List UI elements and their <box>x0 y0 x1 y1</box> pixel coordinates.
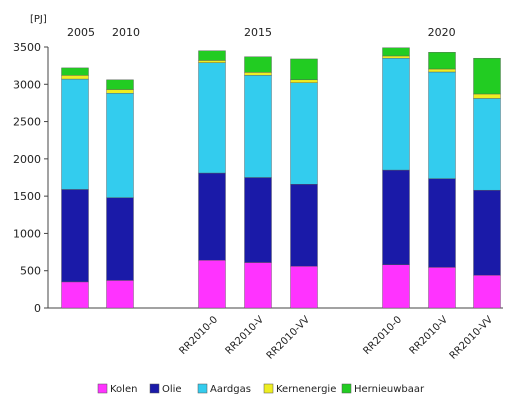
bar-segment-aardgas <box>428 71 456 179</box>
legend-swatch-kernenergie <box>263 383 274 394</box>
y-tick-label: 2500 <box>13 116 41 129</box>
legend-swatch-hernieuwbaar <box>341 383 352 394</box>
bar-segment-olie <box>290 184 318 267</box>
bar-segment-aardgas <box>473 98 501 191</box>
x-category-label: RR2010-VV <box>448 314 496 362</box>
bar-segment-aardgas <box>244 75 272 178</box>
bar-segment-hernieuwbaar <box>290 58 318 81</box>
legend-label-hernieuwbaar: Hernieuwbaar <box>354 384 425 395</box>
bar-segment-hernieuwbaar <box>428 52 456 70</box>
x-category-label: RR2010-V <box>408 314 451 357</box>
bar-segment-kernenergie <box>382 55 410 59</box>
bar-segment-aardgas <box>198 62 226 174</box>
legend-label-aardgas: Aardgas <box>210 384 251 395</box>
bar-segment-aardgas <box>290 82 318 185</box>
bar-segment-aardgas <box>61 78 89 190</box>
year-group-label: 2005 <box>67 26 95 39</box>
legend-label-kernenergie: Kernenergie <box>276 384 336 395</box>
legend-label-kolen: Kolen <box>110 384 137 395</box>
bar-segment-hernieuwbaar <box>244 56 272 73</box>
x-category-label: RR2010-V <box>224 314 267 357</box>
y-tick-label: 1000 <box>13 227 41 240</box>
bar-segment-olie <box>198 172 226 261</box>
y-tick-label: 500 <box>20 265 41 278</box>
y-tick-label: 0 <box>34 302 41 315</box>
y-axis-unit-label: [PJ] <box>30 14 47 25</box>
bar-segment-kolen <box>198 260 226 309</box>
x-category-label: RR2010-VV <box>265 314 313 362</box>
x-category-label: RR2010-0 <box>177 314 220 357</box>
bar-segment-olie <box>473 189 501 276</box>
bar-segment-kernenergie <box>244 72 272 76</box>
axes-layer: 0 500 1000 1500 2000 2500 3000 3500 <box>13 41 503 315</box>
bar-segment-kolen <box>244 262 272 309</box>
bars-layer <box>61 47 501 309</box>
y-tick-label: 3500 <box>13 41 41 54</box>
bar-segment-olie <box>61 189 89 283</box>
bar-segment-kolen <box>473 274 501 309</box>
legend-swatch-aardgas <box>197 383 208 394</box>
legend-label-olie: Olie <box>162 384 182 395</box>
bar-segment-kolen <box>106 280 134 309</box>
bar-segment-hernieuwbaar <box>106 79 134 90</box>
bar-segment-kernenergie <box>428 68 456 73</box>
legend-swatch-olie <box>149 383 160 394</box>
bar-segment-kernenergie <box>61 75 89 80</box>
bar-segment-hernieuwbaar <box>61 67 89 76</box>
year-group-label: 2020 <box>428 26 456 39</box>
bar-segment-kolen <box>61 281 89 309</box>
bar-segment-kolen <box>428 267 456 309</box>
bar-segment-kernenergie <box>473 93 501 99</box>
bar-segment-olie <box>244 177 272 263</box>
bar-segment-olie <box>382 169 410 265</box>
bar-segment-kolen <box>290 266 318 309</box>
bar-segment-hernieuwbaar <box>382 47 410 57</box>
y-tick-label: 3000 <box>13 78 41 91</box>
y-tick-label: 1500 <box>13 190 41 203</box>
bar-segment-aardgas <box>106 93 134 198</box>
bar-segment-hernieuwbaar <box>473 57 501 95</box>
year-group-label: 2010 <box>112 26 140 39</box>
bar-segment-kernenergie <box>106 89 134 94</box>
bar-segment-kernenergie <box>290 79 318 83</box>
bar-segment-hernieuwbaar <box>198 50 226 61</box>
bar-segment-aardgas <box>382 57 410 171</box>
legend: Kolen Olie Aardgas Kernenergie Hernieuwbaar <box>97 383 425 395</box>
bar-segment-olie <box>428 178 456 268</box>
bar-segment-olie <box>106 197 134 281</box>
x-category-label: RR2010-0 <box>361 314 404 357</box>
year-group-label: 2015 <box>244 26 272 39</box>
bar-segment-kolen <box>382 264 410 309</box>
y-tick-label: 2000 <box>13 153 41 166</box>
legend-swatch-kolen <box>97 383 108 394</box>
bar-segment-kernenergie <box>198 60 226 63</box>
